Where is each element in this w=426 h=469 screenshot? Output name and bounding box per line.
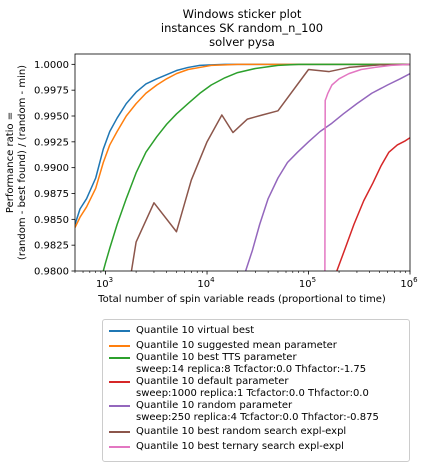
- chart: Windows sticker plot instances SK random_…: [5, 7, 418, 462]
- y-tick-label: 0.9925: [34, 137, 69, 148]
- series-line-2: [75, 63, 410, 228]
- legend-item: Quantile 10 default parameter sweep:1000 …: [103, 376, 409, 399]
- legend-label: Quantile 10 random parameter: [136, 400, 293, 411]
- legend-label-detail: sweep:14 replica:8 Tcfactor:0.0 Thfactor…: [136, 363, 367, 375]
- series-line-7: [324, 63, 410, 271]
- series-line-6: [130, 63, 410, 271]
- legend-swatch: [109, 431, 130, 433]
- legend-swatch: [109, 445, 130, 448]
- y-axis-label: Performance ratio = (random - best found)…: [5, 65, 28, 260]
- y-tick-label: 0.9950: [34, 112, 69, 123]
- legend-item: Quantile 10 suggested mean parameter: [103, 340, 409, 352]
- y-tick-label: 0.9875: [34, 189, 69, 200]
- x-tick-label: 105: [299, 276, 316, 290]
- x-tick-label: 106: [400, 276, 418, 290]
- legend-item: Quantile 10 best ternary search expl-exp…: [103, 441, 409, 453]
- legend-swatch: [109, 330, 130, 332]
- y-axis: 0.9800 0.9825 0.9850 0.9875 0.9900 0.9925 0.99…: [34, 60, 75, 278]
- legend: Quantile 10 virtual best Quantile 10 sugg…: [102, 319, 410, 462]
- y-tick-label: 0.9825: [34, 241, 69, 252]
- legend-label: Quantile 10 suggested mean parameter: [136, 339, 337, 351]
- legend-item: Quantile 10 virtual best: [103, 325, 409, 337]
- chart-title-line: solver pysa: [209, 35, 275, 49]
- legend-item: Quantile 10 random parameter sweep:250 re…: [103, 400, 409, 423]
- legend-label: Quantile 10 default parameter: [136, 376, 289, 387]
- series-lines: [75, 63, 410, 271]
- y-axis-label-line: Performance ratio =: [5, 112, 16, 213]
- legend-swatch: [109, 381, 130, 383]
- legend-swatch: [109, 357, 130, 359]
- legend-swatch: [109, 344, 130, 347]
- series-line-5: [244, 72, 410, 271]
- y-tick-label: 1.0000: [34, 60, 69, 71]
- legend-item: Quantile 10 best TTS parameter sweep:14 r…: [103, 352, 409, 375]
- legend-item: Quantile 10 best random search expl-expl: [103, 426, 409, 438]
- plot-frame: [74, 53, 411, 272]
- series-line-3: [102, 63, 410, 271]
- legend-label-detail: sweep:1000 replica:1 Tcfactor:0.0 Thfact…: [136, 387, 369, 399]
- chart-title-line: Windows sticker plot: [183, 7, 302, 21]
- legend-label: Quantile 10 best random search expl-expl: [136, 426, 347, 437]
- y-tick-label: 0.9850: [34, 215, 69, 226]
- x-tick-label: 103: [96, 276, 113, 290]
- y-tick-label: 0.9900: [34, 163, 69, 174]
- y-axis-label-line: (random - best found) / (random - min): [17, 65, 28, 260]
- series-line-4: [336, 137, 410, 271]
- x-tick-label: 104: [197, 276, 215, 290]
- x-axis: 103 104 105 106: [74, 271, 418, 290]
- legend-label: Quantile 10 best TTS parameter: [136, 352, 297, 363]
- legend-label: Quantile 10 best ternary search expl-exp…: [136, 440, 344, 452]
- y-tick-label: 0.9975: [34, 86, 69, 97]
- y-tick-label: 0.9800: [34, 267, 69, 278]
- legend-label-detail: sweep:250 replica:4 Tcfactor:0.0 Thfacto…: [136, 411, 379, 423]
- legend-swatch: [109, 405, 130, 407]
- x-axis-label: Total number of spin variable reads (pro…: [97, 294, 386, 305]
- legend-label: Quantile 10 virtual best: [136, 325, 255, 336]
- chart-title-line: instances SK random_n_100: [161, 21, 323, 35]
